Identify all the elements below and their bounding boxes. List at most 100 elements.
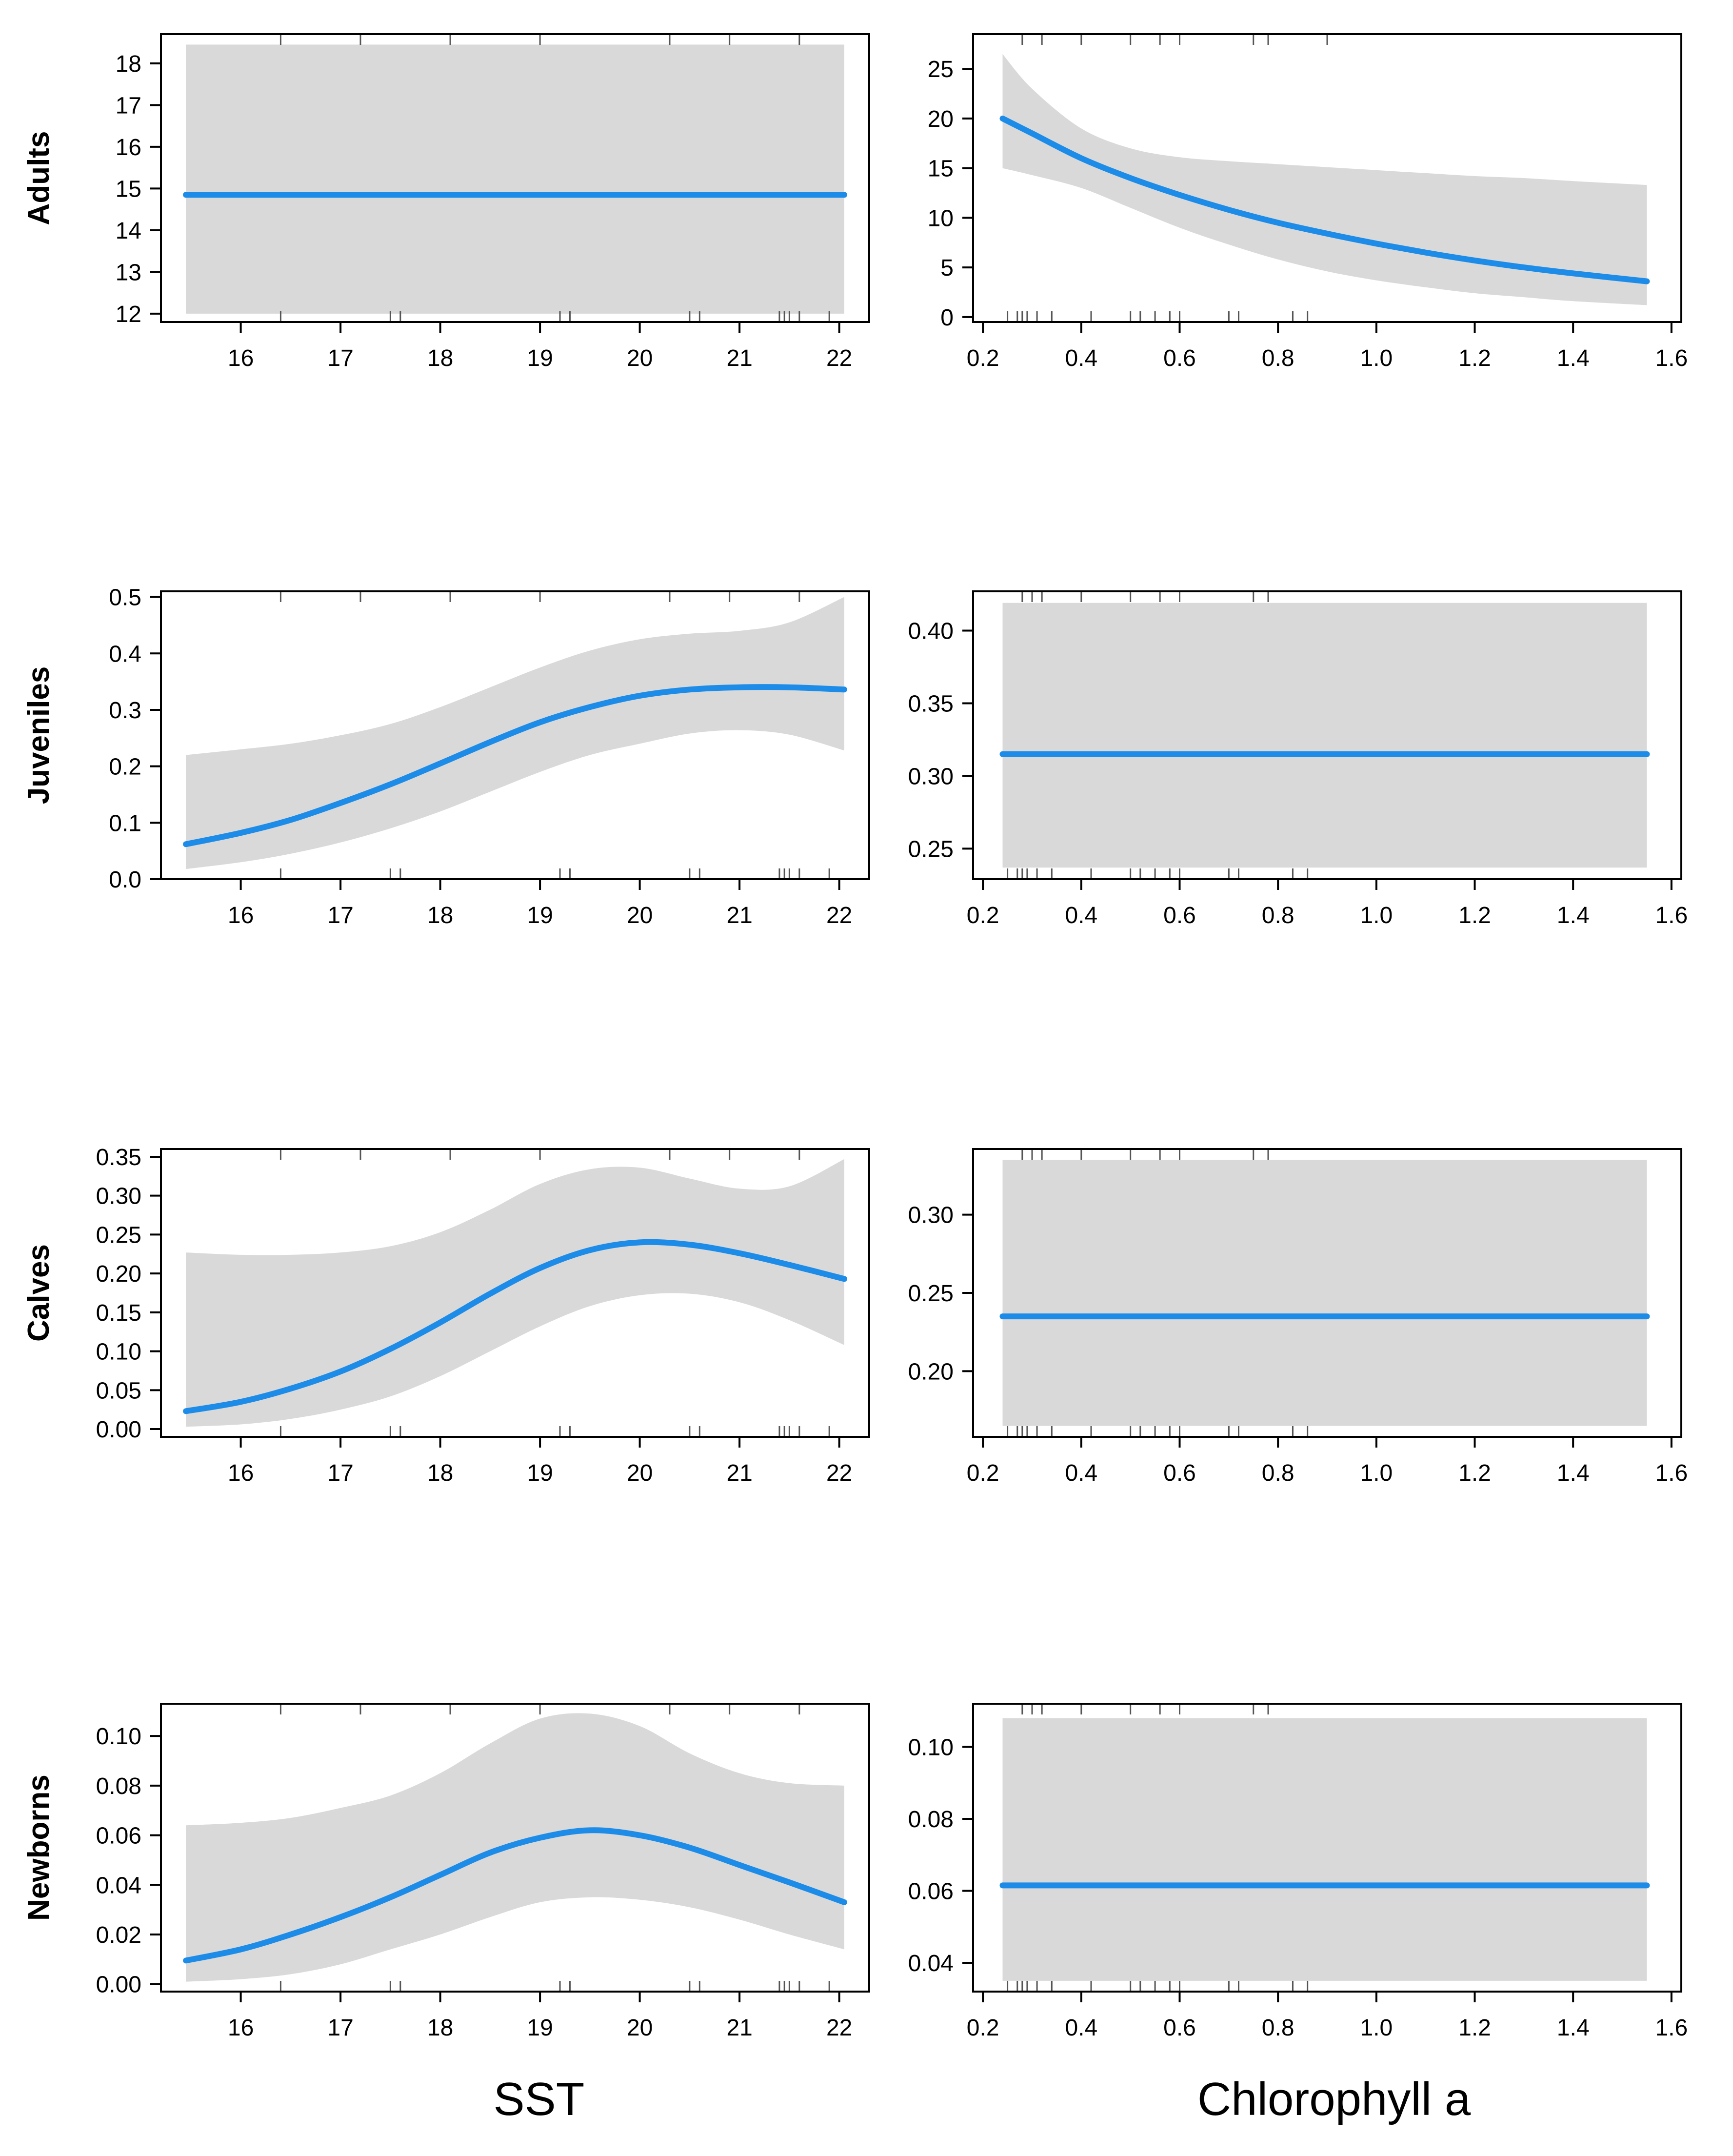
x-tick-label: 0.4 xyxy=(1065,903,1097,928)
y-tick-label: 16 xyxy=(116,135,141,161)
x-tick-label: 1.4 xyxy=(1557,903,1590,928)
y-tick-label: 0.10 xyxy=(908,1735,954,1761)
x-tick-label: 0.6 xyxy=(1163,345,1196,371)
x-tick-label: 1.2 xyxy=(1458,903,1491,928)
x-tick-label: 20 xyxy=(627,345,653,371)
x-tick-label: 1.4 xyxy=(1557,1460,1590,1486)
x-title-chlorophyll: Chlorophyll a xyxy=(1197,2073,1471,2125)
y-tick-label: 0.06 xyxy=(908,1879,954,1905)
panel-adults-chl: 0.2 0.4 0.6 0.8 1.0 1.2 1.4 1.6 0 5 10 15 20 25 xyxy=(928,33,1688,371)
x-tick-label: 22 xyxy=(826,903,852,928)
x-tick-label: 19 xyxy=(527,2015,553,2041)
x-tick-label: 22 xyxy=(826,1460,852,1486)
y-tick-label: 0.08 xyxy=(908,1807,954,1833)
y-tick-label: 0.05 xyxy=(96,1378,141,1404)
row-label: Calves xyxy=(22,1244,56,1342)
x-tick-label: 0.6 xyxy=(1163,2015,1196,2041)
x-tick-label: 22 xyxy=(826,2015,852,2041)
confidence-band xyxy=(186,44,844,314)
x-tick-label: 1.6 xyxy=(1655,345,1688,371)
panel-calves-sst: 16 17 18 19 20 21 22 0.00 0.05 0.10 0.15 0.20 0.25 0.… xyxy=(22,1145,870,1486)
x-tick-label: 0.4 xyxy=(1065,345,1097,371)
y-tick-label: 10 xyxy=(928,205,954,231)
y-tick-label: 0.3 xyxy=(109,698,141,724)
x-tick-label: 21 xyxy=(726,1460,752,1486)
x-tick-label: 0.4 xyxy=(1065,2015,1097,2041)
row-label: Newborns xyxy=(22,1774,56,1921)
y-tick-label: 0.20 xyxy=(96,1261,141,1287)
x-tick-label: 0.2 xyxy=(967,345,999,371)
x-tick-label: 18 xyxy=(427,2015,453,2041)
confidence-band xyxy=(186,1159,844,1427)
x-tick-label: 19 xyxy=(527,1460,553,1486)
x-tick-label: 1.6 xyxy=(1655,1460,1688,1486)
x-tick-label: 21 xyxy=(726,2015,752,2041)
y-tick-label: 0.04 xyxy=(908,1951,954,1976)
x-tick-label: 21 xyxy=(726,903,752,928)
confidence-band xyxy=(186,1713,844,1982)
x-tick-label: 0.8 xyxy=(1262,345,1295,371)
y-tick-label: 0.1 xyxy=(109,810,141,836)
panel-newborns-chl: 0.2 0.4 0.6 0.8 1.0 1.2 1.4 1.6 0.04 0.06 0.08 0.10 xyxy=(908,1703,1688,2041)
x-tick-label: 20 xyxy=(627,2015,653,2041)
panel-juveniles-chl: 0.2 0.4 0.6 0.8 1.0 1.2 1.4 1.6 0.25 0.30 0.35 0.40 xyxy=(908,590,1688,928)
x-tick-label: 0.8 xyxy=(1262,1460,1295,1486)
x-tick-label: 1.4 xyxy=(1557,2015,1590,2041)
x-tick-label: 16 xyxy=(228,2015,254,2041)
x-tick-label: 20 xyxy=(627,1460,653,1486)
panels: 16 17 18 19 20 21 22 12 13 14 15 16 17 18 Adults 0.2 0.4… xyxy=(22,33,1688,2041)
y-tick-label: 0.5 xyxy=(109,585,141,611)
row-label: Juveniles xyxy=(22,666,56,805)
y-tick-label: 0.35 xyxy=(96,1145,141,1170)
x-tick-label: 1.6 xyxy=(1655,903,1688,928)
panel-calves-chl: 0.2 0.4 0.6 0.8 1.0 1.2 1.4 1.6 0.20 0.25 0.30 xyxy=(908,1148,1688,1486)
x-tick-label: 0.6 xyxy=(1163,1460,1196,1486)
y-tick-label: 12 xyxy=(116,302,141,327)
y-tick-label: 25 xyxy=(928,57,954,82)
x-tick-label: 20 xyxy=(627,903,653,928)
y-tick-label: 13 xyxy=(116,260,141,285)
y-tick-label: 0.0 xyxy=(109,867,141,893)
y-tick-label: 0.2 xyxy=(109,754,141,780)
x-tick-label: 16 xyxy=(228,1460,254,1486)
x-tick-label: 0.4 xyxy=(1065,1460,1097,1486)
y-tick-label: 0.15 xyxy=(96,1300,141,1326)
y-tick-label: 0.08 xyxy=(96,1773,141,1799)
x-tick-label: 1.2 xyxy=(1458,2015,1491,2041)
fit-line xyxy=(183,1239,847,1414)
x-tick-label: 1.0 xyxy=(1360,2015,1393,2041)
x-tick-label: 0.2 xyxy=(967,903,999,928)
fit-line xyxy=(999,115,1650,284)
x-tick-label: 18 xyxy=(427,903,453,928)
x-tick-label: 16 xyxy=(228,903,254,928)
plot-frame xyxy=(160,590,870,880)
x-tick-label: 1.6 xyxy=(1655,2015,1688,2041)
y-tick-label: 0.25 xyxy=(96,1222,141,1248)
y-tick-label: 0.00 xyxy=(96,1417,141,1443)
x-tick-label: 0.8 xyxy=(1262,903,1295,928)
x-title-sst: SST xyxy=(494,2073,585,2125)
y-tick-label: 0.30 xyxy=(908,1203,954,1229)
y-tick-label: 0.30 xyxy=(908,764,954,789)
panel-newborns-sst: 16 17 18 19 20 21 22 0.00 0.02 0.04 0.06 0.08 0.10 Ne… xyxy=(22,1703,870,2041)
y-tick-label: 15 xyxy=(928,156,954,182)
y-tick-label: 0.25 xyxy=(908,1281,954,1307)
y-tick-label: 0.06 xyxy=(96,1823,141,1849)
confidence-band xyxy=(1002,1160,1647,1426)
x-tick-label: 21 xyxy=(726,345,752,371)
x-tick-label: 0.6 xyxy=(1163,903,1196,928)
y-tick-label: 0.02 xyxy=(96,1922,141,1948)
plot-frame xyxy=(160,33,870,323)
confidence-band xyxy=(1002,1718,1647,1981)
y-tick-label: 0.40 xyxy=(908,618,954,644)
x-tick-label: 1.0 xyxy=(1360,1460,1393,1486)
y-tick-label: 18 xyxy=(116,51,141,77)
y-tick-label: 0 xyxy=(940,305,954,331)
y-tick-label: 14 xyxy=(116,218,141,244)
y-tick-label: 0.04 xyxy=(96,1873,141,1898)
panel-adults-sst: 16 17 18 19 20 21 22 12 13 14 15 16 17 18 Adults xyxy=(22,33,870,371)
x-tick-label: 16 xyxy=(228,345,254,371)
y-tick-label: 0.4 xyxy=(109,641,141,667)
plot-frame xyxy=(160,1148,870,1438)
